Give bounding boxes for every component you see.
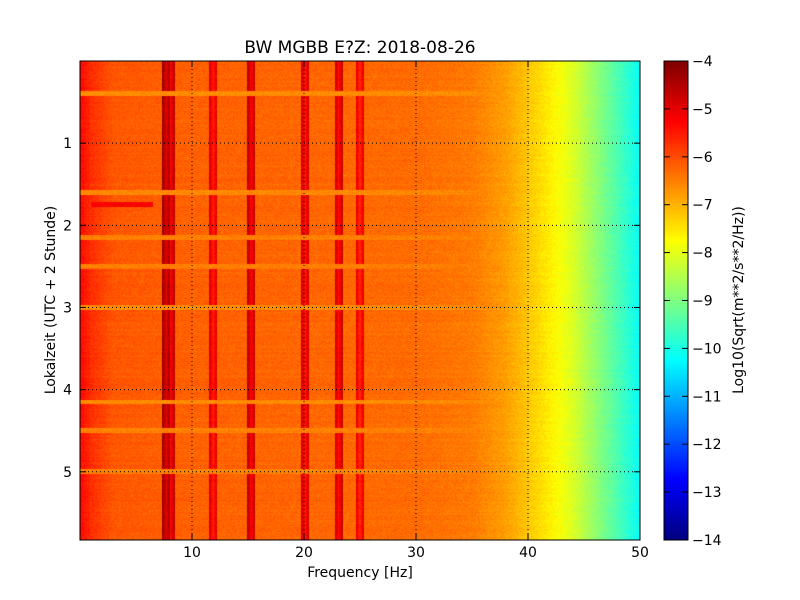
colorbar-ticks: −4 −5 −6 −7 −8 −9 −10 −11 −12 −13 −14 [664, 54, 722, 549]
y-axis-label: Lokalzeit (UTC + 2 Stunde) [43, 206, 59, 395]
heatmap-image [80, 61, 640, 540]
y-tick-label: 2 [63, 218, 72, 234]
heatmap-canvas [80, 61, 640, 540]
y-tick-label: 3 [63, 300, 72, 316]
colorbar-tick-label: −14 [692, 533, 722, 549]
x-tick-label: 50 [631, 545, 649, 561]
colorbar-tick-label: −8 [692, 246, 713, 262]
heatmap-plot-area [79, 60, 641, 541]
y-tick-label: 5 [63, 465, 72, 481]
x-axis-label: Frequency [Hz] [307, 565, 413, 581]
x-tick-label: 40 [519, 545, 537, 561]
colorbar-tick-label: −6 [692, 150, 713, 166]
grid-lines [80, 61, 640, 540]
colorbar-tick-label: −11 [692, 389, 722, 405]
y-tick-label: 1 [63, 136, 72, 152]
colorbar-tick-label: −13 [692, 485, 722, 501]
x-tick-label: 10 [183, 545, 201, 561]
colorbar-tick-label: −4 [692, 54, 713, 70]
colorbar-tick-label: −12 [692, 437, 722, 453]
colorbar-tick-label: −10 [692, 341, 722, 357]
plot-frame [79, 60, 641, 541]
colorbar-tick-label: −5 [692, 102, 713, 118]
x-tick-label: 20 [295, 545, 313, 561]
y-tick-label: 4 [63, 383, 72, 399]
colorbar-tick-label: −9 [692, 294, 713, 310]
colorbar-label: Log10(Sqrt(m**2/s**2/Hz)) [731, 206, 747, 394]
x-axis: 10 20 30 40 50 [183, 61, 649, 561]
chart-title: BW MGBB E?Z: 2018-08-26 [244, 38, 475, 58]
colorbar-tick-label: −7 [692, 198, 713, 214]
x-tick-label: 30 [407, 545, 425, 561]
colorbar: −4 −5 −6 −7 −8 −9 −10 −11 −12 −13 −14 [663, 54, 722, 549]
y-axis: 1 2 3 4 5 [63, 136, 640, 481]
